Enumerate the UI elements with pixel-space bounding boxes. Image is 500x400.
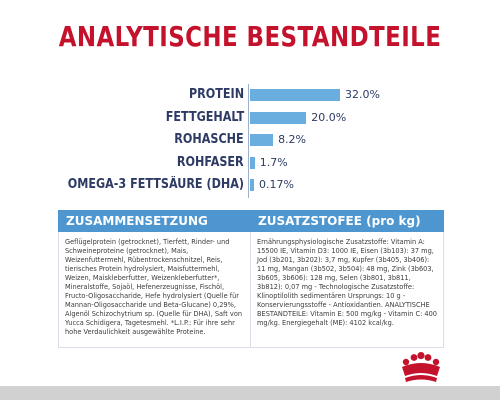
nutrient-value: 20.0%	[311, 110, 347, 124]
nutrient-label: ROHASCHE	[174, 132, 244, 147]
page-title: ANALYTISCHE BESTANDTEILE	[58, 20, 442, 53]
nutrient-value: 1.7%	[259, 155, 288, 169]
nutrient-bar	[250, 156, 255, 169]
composition-text: Geflügelprotein (getrocknet), Tierfett, …	[65, 238, 243, 336]
nutrient-bar	[250, 89, 340, 101]
nutrient-label: OMEGA-3 FETTSÄURE (DHA)	[67, 177, 244, 192]
crown-icon	[402, 352, 440, 382]
additives-header: ZUSATZSTOFEE (pro kg)	[250, 210, 444, 232]
additives-text: Ernährungsphysiologische Zusatzstoffe: V…	[257, 238, 437, 327]
nutrient-label: PROTEIN	[188, 87, 244, 102]
nutrient-bar	[250, 134, 274, 146]
nutrient-bar	[250, 111, 307, 124]
nutrient-value: 0.17%	[259, 178, 294, 191]
nutrient-value: 32.0%	[345, 88, 380, 101]
nutrient-chart: PROTEIN 32.0% FETTGEHALT 20.0% ROHASCHE 8.2% R…	[0, 80, 500, 200]
additives-panel: ZUSATZSTOFEE (pro kg) Ernährungsphysiolo…	[250, 210, 444, 348]
additives-body: Ernährungsphysiologische Zusatzstoffe: V…	[250, 232, 444, 348]
composition-panel: ZUSAMMENSETZUNG Geflügelprotein (getrock…	[58, 210, 252, 348]
composition-header: ZUSAMMENSETZUNG	[58, 210, 252, 232]
nutrient-bar	[250, 179, 254, 191]
chart-axis-line	[248, 84, 249, 198]
nutrient-label: ROHFASER	[177, 154, 244, 170]
composition-body: Geflügelprotein (getrocknet), Tierfett, …	[58, 232, 252, 348]
nutrient-label: FETTGEHALT	[165, 109, 244, 125]
nutrient-value: 8.2%	[278, 133, 307, 146]
bottom-band	[0, 386, 500, 400]
